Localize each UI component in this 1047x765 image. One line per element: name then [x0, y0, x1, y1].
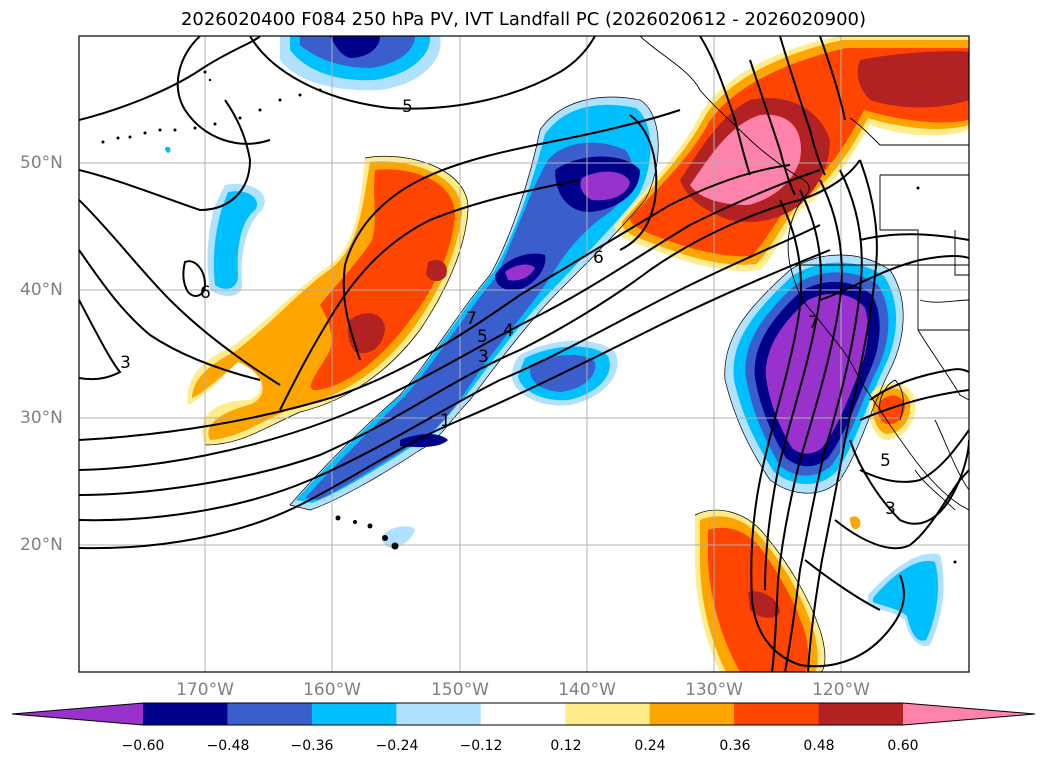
colorbar-tick-label: 0.24 — [634, 738, 666, 754]
lat-label: 20°N — [20, 535, 63, 555]
colorbar-cell — [818, 703, 904, 725]
contour-label: 1 — [440, 411, 451, 431]
contour-label: 6 — [200, 283, 211, 303]
colorbar-extend-low — [12, 703, 143, 725]
contour-label: 5 — [880, 451, 891, 471]
colorbar-cell — [396, 703, 482, 725]
colorbar-cell — [143, 703, 228, 725]
lat-label: 30°N — [20, 408, 63, 428]
colorbar-tick-label: −0.12 — [459, 738, 503, 754]
colorbar-cell — [480, 703, 566, 725]
colorbar-cell — [227, 703, 313, 725]
colorbar-tick-label: −0.48 — [206, 738, 250, 754]
map-title: 2026020400 F084 250 hPa PV, IVT Landfall… — [180, 9, 867, 30]
lon-label: 130°W — [685, 680, 743, 700]
colorbar-tick-label: −0.36 — [290, 738, 334, 754]
contour-label: 5 — [477, 327, 488, 347]
contour-label: 3 — [478, 347, 489, 367]
colorbar-cell — [311, 703, 397, 725]
colorbar-tick-label: 0.36 — [719, 738, 751, 754]
lon-label: 160°W — [303, 680, 361, 700]
coastlines — [639, 36, 969, 511]
colorbar-cell — [649, 703, 735, 725]
colorbar-tick-label: −0.24 — [375, 738, 419, 754]
colorbar-cell — [565, 703, 651, 725]
lon-label: 150°W — [431, 680, 489, 700]
pv-contours — [79, 36, 969, 672]
colorbar-tick-label: 0.60 — [887, 738, 919, 754]
islands — [101, 70, 957, 564]
contour-label: 7 — [808, 313, 819, 333]
contour-label: 3 — [885, 499, 896, 519]
colorbar-tick-label: 0.12 — [550, 738, 582, 754]
colorbar-tick-label: 0.48 — [803, 738, 835, 754]
colorbar-tick-label: −0.60 — [121, 738, 165, 754]
contour-label: 4 — [503, 321, 514, 341]
contour-label: 5 — [402, 97, 413, 117]
map-frame — [78, 35, 970, 673]
colorbar-extend-high — [903, 703, 1035, 725]
lat-label: 50°N — [20, 153, 63, 173]
contour-label: 3 — [120, 353, 131, 373]
lon-label: 120°W — [812, 680, 870, 700]
contour-labels: 5 6 7 5 4 3 1 3 6 5 3 7 — [120, 97, 896, 519]
lon-label: 170°W — [176, 680, 234, 700]
contour-label: 6 — [593, 248, 604, 268]
colorbar-cell — [734, 703, 820, 725]
lat-label: 40°N — [20, 280, 63, 300]
pc-shading — [165, 36, 969, 672]
colorbar — [11, 702, 1036, 726]
contour-label: 7 — [466, 309, 477, 329]
lon-label: 140°W — [558, 680, 616, 700]
